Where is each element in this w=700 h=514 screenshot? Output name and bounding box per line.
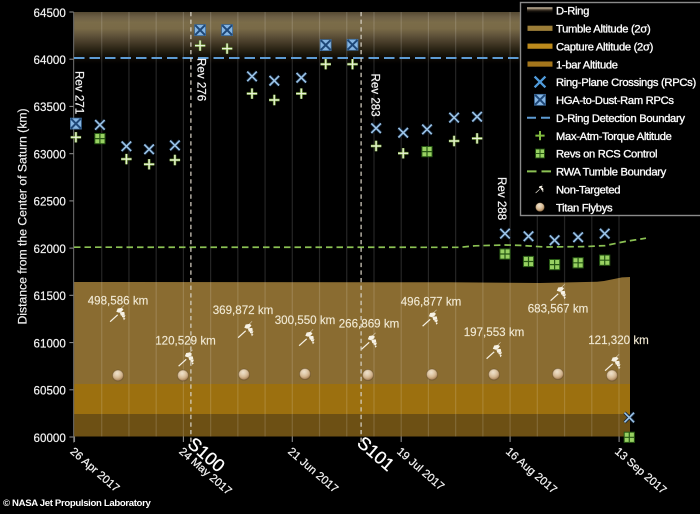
svg-text:RWA Tumble Boundary: RWA Tumble Boundary [556,167,667,179]
svg-text:Max-Atm-Torque Altitude: Max-Atm-Torque Altitude [556,131,672,143]
svg-text:Rev 283: Rev 283 [369,74,382,117]
svg-text:Capture Altitude (2σ): Capture Altitude (2σ) [556,41,654,53]
svg-text:Tumble Altitude (2σ): Tumble Altitude (2σ) [556,23,651,35]
svg-text:© NASA Jet Propulsion Laborato: © NASA Jet Propulsion Laboratory [3,498,151,509]
svg-text:120,529 km: 120,529 km [155,335,216,348]
svg-text:683,567 km: 683,567 km [528,302,589,315]
svg-text:266,869 km: 266,869 km [339,318,400,331]
svg-text:62500: 62500 [34,196,66,209]
svg-text:63000: 63000 [34,148,66,161]
svg-text:62000: 62000 [34,243,66,256]
svg-text:Titan Flybys: Titan Flybys [556,202,613,214]
svg-text:64500: 64500 [34,7,66,20]
svg-text:HGA-to-Dust-Ram RPCs: HGA-to-Dust-Ram RPCs [556,95,674,107]
svg-text:Rev 288: Rev 288 [495,177,508,220]
svg-text:121,320 km: 121,320 km [588,334,649,347]
svg-text:Revs on RCS Control: Revs on RCS Control [556,149,657,161]
svg-text:197,553 km: 197,553 km [464,326,525,339]
svg-text:Rev 271: Rev 271 [73,71,86,114]
svg-text:1-bar Altitude: 1-bar Altitude [556,59,618,71]
svg-text:Rev 276: Rev 276 [194,58,207,101]
svg-text:61500: 61500 [34,290,66,303]
svg-text:63500: 63500 [34,101,66,114]
svg-text:496,877 km: 496,877 km [401,296,462,309]
svg-text:60000: 60000 [34,432,66,445]
svg-text:498,586 km: 498,586 km [88,294,149,307]
svg-text:300,550 km: 300,550 km [275,314,336,327]
svg-text:Non-Targeted: Non-Targeted [556,184,620,196]
svg-text:D-Ring Detection Boundary: D-Ring Detection Boundary [556,113,685,125]
svg-text:D-Ring: D-Ring [556,6,589,18]
svg-text:Ring-Plane Crossings (RPCs): Ring-Plane Crossings (RPCs) [556,77,696,89]
svg-text:369,872 km: 369,872 km [213,304,274,317]
svg-text:61000: 61000 [34,337,66,350]
svg-text:60500: 60500 [34,385,66,398]
svg-text:Distance from the Center of Sa: Distance from the Center of Saturn (km) [16,108,30,324]
svg-text:64000: 64000 [34,54,66,67]
